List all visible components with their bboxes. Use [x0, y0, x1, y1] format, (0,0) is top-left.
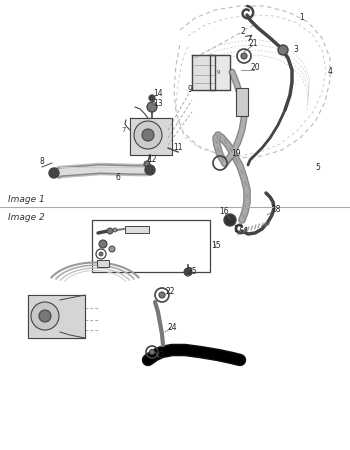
- Circle shape: [153, 102, 155, 104]
- Bar: [97, 260, 109, 267]
- Polygon shape: [192, 55, 215, 90]
- Circle shape: [31, 302, 59, 330]
- Polygon shape: [210, 55, 230, 90]
- Text: 22: 22: [165, 287, 175, 296]
- Circle shape: [278, 45, 288, 55]
- Text: 21: 21: [248, 40, 258, 49]
- Circle shape: [159, 292, 165, 298]
- Circle shape: [147, 102, 157, 112]
- Text: 7: 7: [122, 127, 126, 133]
- Circle shape: [99, 252, 103, 256]
- Circle shape: [184, 268, 192, 276]
- Text: 19: 19: [231, 149, 241, 158]
- Text: 16: 16: [219, 207, 229, 216]
- Text: 25: 25: [187, 267, 197, 276]
- Text: 11: 11: [173, 144, 183, 153]
- Text: 24: 24: [167, 323, 177, 332]
- Text: 17: 17: [233, 225, 243, 234]
- Text: 2: 2: [241, 27, 245, 36]
- Text: 20: 20: [250, 63, 260, 72]
- Circle shape: [49, 168, 59, 178]
- Polygon shape: [130, 118, 172, 155]
- Polygon shape: [28, 295, 85, 338]
- Circle shape: [109, 246, 115, 252]
- Circle shape: [113, 228, 117, 232]
- Circle shape: [39, 310, 51, 322]
- Text: 9: 9: [188, 86, 193, 94]
- Circle shape: [107, 228, 113, 234]
- Bar: [236, 88, 248, 116]
- Text: 13: 13: [153, 99, 163, 108]
- Text: 1: 1: [300, 14, 304, 22]
- Text: 6: 6: [116, 174, 120, 183]
- Text: Image 2: Image 2: [8, 212, 45, 221]
- Circle shape: [144, 161, 150, 167]
- Circle shape: [134, 121, 162, 149]
- Circle shape: [142, 129, 154, 141]
- Bar: [125, 226, 149, 233]
- Text: 18: 18: [271, 206, 281, 215]
- Circle shape: [149, 350, 154, 355]
- Text: 9: 9: [216, 69, 220, 75]
- Text: 5: 5: [316, 163, 321, 172]
- Text: Image 1: Image 1: [8, 195, 45, 204]
- Text: 8: 8: [40, 158, 44, 166]
- Text: 15: 15: [211, 242, 221, 251]
- Text: 4: 4: [328, 68, 332, 76]
- Text: 12: 12: [147, 156, 157, 165]
- Text: 3: 3: [294, 45, 299, 54]
- Text: 22: 22: [155, 351, 165, 360]
- Text: 14: 14: [153, 89, 163, 98]
- Circle shape: [149, 95, 155, 101]
- Bar: [92, 220, 210, 272]
- Circle shape: [99, 240, 107, 248]
- Circle shape: [241, 53, 247, 59]
- Circle shape: [145, 165, 155, 175]
- Circle shape: [224, 214, 236, 226]
